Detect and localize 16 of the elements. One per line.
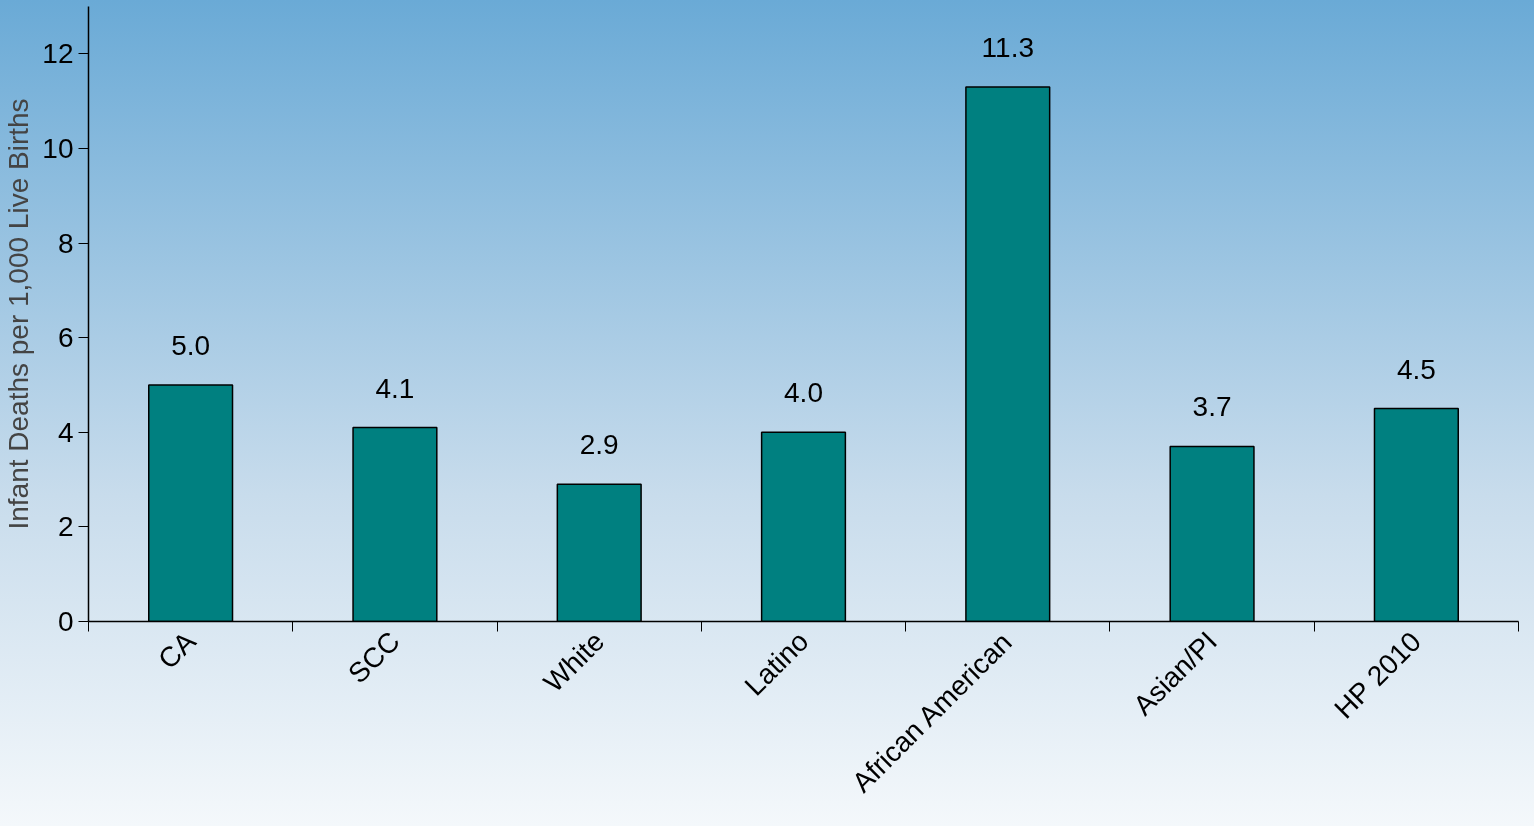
y-tick-label: 4 [57,416,74,448]
y-tick-label: 12 [42,38,74,70]
data-label: 4.5 [1396,353,1436,385]
data-label: 4.1 [375,372,415,404]
y-tick-label: 2 [57,511,74,543]
y-axis-title: Infant Deaths per 1,000 Live Births [3,98,35,530]
data-label: 3.7 [1192,391,1232,423]
data-label: 4.0 [784,377,823,409]
data-label: 11.3 [981,31,1034,63]
data-label: 5.0 [171,329,211,361]
y-tick-label: 0 [57,606,74,637]
y-tick-label: 10 [42,132,74,164]
y-tick-label: 6 [57,322,74,354]
x-tick-label: CA [152,625,202,675]
y-tick-label: 8 [57,227,74,259]
data-label: 2.9 [579,429,619,461]
